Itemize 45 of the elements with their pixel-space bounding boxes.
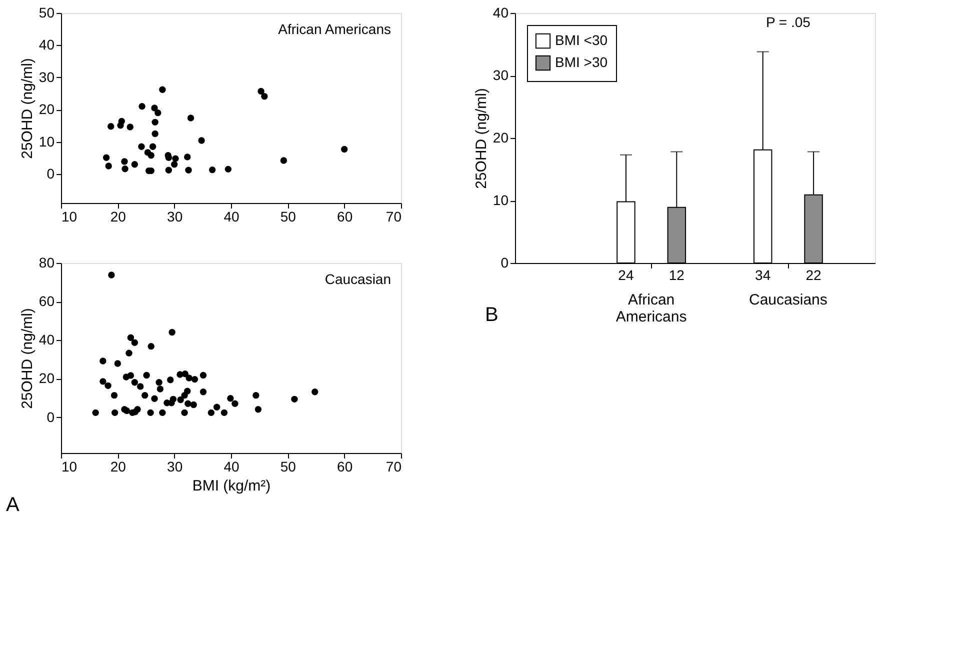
y-axis-title: 25OHD (ng/ml) (18, 308, 36, 409)
x-tick-label: 30 (167, 208, 183, 224)
text: 34 (755, 267, 771, 283)
y-axis-title: 25OHD (ng/ml) (472, 88, 490, 189)
x-axis-title: BMI (kg/m²) (192, 478, 271, 494)
x-tick-label: 60 (337, 458, 353, 474)
x-tick-label: 50 (280, 208, 296, 224)
y-tick-label: 20 (492, 130, 509, 146)
x-tick-label: 40 (224, 458, 240, 474)
legend-label: BMI <30 (555, 32, 608, 48)
x-tick-label: Caucasians (748, 292, 828, 308)
y-tick-label: 20 (38, 370, 55, 386)
text: 22 (806, 267, 822, 283)
x-tick-label: 20 (110, 208, 126, 224)
text: 24 (618, 267, 634, 283)
x-tick-label: 60 (337, 208, 353, 224)
y-tick-label: 20 (38, 101, 55, 118)
y-tick-label: 40 (38, 332, 55, 348)
x-tick-label: 50 (280, 458, 296, 474)
y-tick-label: 10 (38, 133, 55, 150)
text: A (6, 494, 20, 516)
y-tick-label: 50 (38, 4, 55, 20)
y-tick-label: 0 (46, 166, 55, 182)
text: 12 (668, 267, 685, 283)
x-tick-label: 20 (110, 458, 126, 474)
y-tick-label: 0 (46, 408, 55, 425)
x-tick-label: 10 (62, 208, 78, 224)
x-tick-label: 10 (62, 458, 78, 474)
y-tick-label: 40 (38, 36, 55, 53)
annotation: P = .05 (766, 14, 811, 30)
y-tick-label: 10 (492, 192, 509, 208)
x-tick-label: 70 (386, 208, 402, 224)
y-tick-label: 0 (500, 254, 509, 270)
x-tick-label: 70 (386, 458, 402, 474)
y-axis-title: 25OHD (ng/ml) (18, 58, 36, 159)
y-tick-label: 40 (492, 4, 509, 20)
text: Caucasian (324, 271, 391, 287)
x-tick-label: 40 (224, 208, 240, 224)
y-tick-label: 30 (492, 67, 509, 83)
text: B (485, 304, 498, 326)
legend-label: BMI >30 (555, 54, 608, 70)
y-tick-label: 80 (38, 254, 55, 270)
x-tick-label: 30 (167, 458, 183, 474)
y-tick-label: 30 (38, 68, 55, 85)
text: African Americans (278, 21, 391, 37)
